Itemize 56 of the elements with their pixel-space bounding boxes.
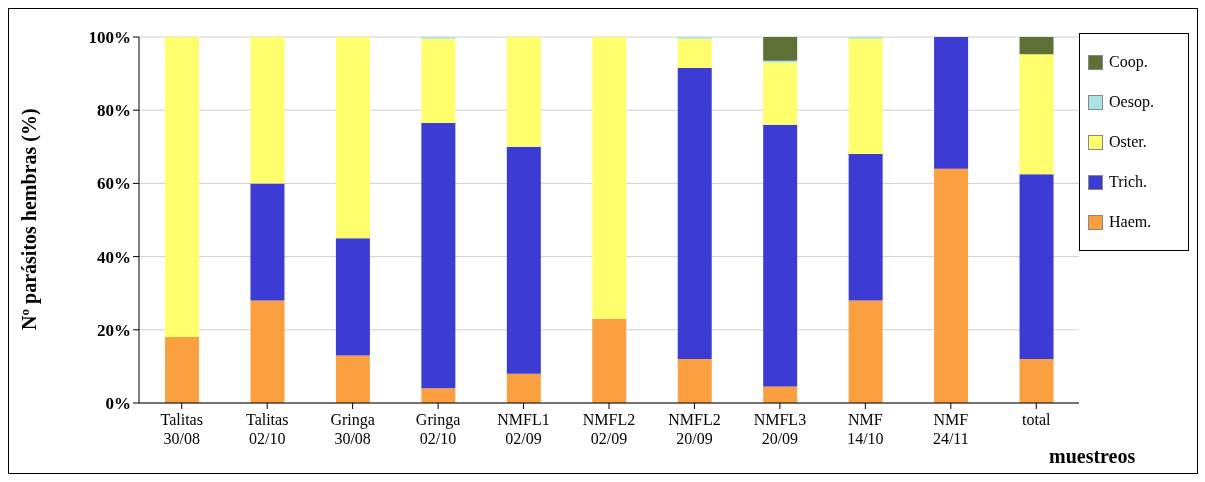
x-tick-label: NMFL3 20/09 (753, 411, 807, 447)
bar (250, 300, 285, 403)
bar (677, 38, 712, 69)
x-tick-label: NMFL2 02/09 (582, 411, 636, 447)
legend-label: Trich. (1109, 173, 1148, 191)
bar (1019, 54, 1054, 175)
bar (1019, 37, 1054, 55)
bar (848, 154, 883, 301)
bar (335, 238, 370, 356)
x-tick-label: NMF 24/11 (932, 411, 969, 447)
bar (763, 37, 798, 61)
x-tick-label: total (1022, 411, 1052, 428)
bar (934, 168, 969, 403)
bar (335, 355, 370, 403)
bar (165, 337, 199, 403)
y-tick-label: 60% (97, 174, 131, 194)
x-tick-label: NMFL2 20/09 (668, 411, 721, 447)
bar (677, 359, 712, 403)
y-tick-label: 20% (97, 320, 131, 340)
x-tick-label: Talitas 30/08 (160, 411, 203, 447)
y-tick-label: 40% (97, 247, 131, 267)
bar (1019, 174, 1054, 360)
bar (421, 388, 456, 403)
bar (763, 124, 798, 387)
x-axis-title: muestreos (1049, 445, 1136, 468)
bar (421, 38, 456, 124)
y-tick-label: 80% (97, 101, 131, 121)
bar (592, 318, 627, 403)
bar (763, 62, 798, 125)
legend-label: Oesop. (1109, 93, 1154, 111)
legend-label: Coop. (1109, 53, 1148, 71)
bar (506, 146, 541, 374)
y-axis-title: Nº parásitos hembras (%) (18, 108, 42, 330)
bar (848, 38, 883, 155)
bar (421, 123, 456, 389)
bar (506, 373, 541, 403)
bar (848, 300, 883, 403)
legend-label: Haem. (1109, 213, 1152, 231)
bar (763, 386, 798, 403)
y-tick-label: 0% (105, 394, 131, 414)
y-tick-label: 100% (88, 28, 131, 48)
bar (250, 183, 285, 301)
bar (677, 68, 712, 360)
bar (1019, 359, 1054, 403)
bar (506, 37, 541, 147)
bar (335, 37, 370, 239)
bar (250, 37, 285, 184)
bar (165, 37, 199, 338)
x-tick-label: Gringa 30/08 (330, 411, 375, 447)
bar (592, 37, 627, 319)
x-tick-label: Gringa 02/10 (415, 411, 461, 447)
x-tick-label: NMFL1 02/09 (497, 411, 550, 447)
legend-label: Oster. (1109, 133, 1147, 151)
x-tick-label: NMF 14/10 (847, 411, 884, 447)
x-tick-label: Talitas 02/10 (245, 411, 289, 447)
bar (934, 37, 969, 169)
